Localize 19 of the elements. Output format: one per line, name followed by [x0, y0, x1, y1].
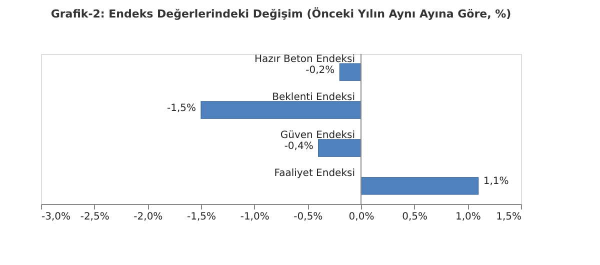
x-tick-label: -1,5%: [186, 212, 216, 222]
x-tick-label: -3,0%: [42, 212, 71, 222]
x-tick-label: 0,5%: [402, 212, 428, 222]
x-tick-label: -1,0%: [240, 212, 270, 222]
chart-title: Grafik-2: Endeks Değerlerindeki Değişim (Önceki Yılın Aynı Ayına Göre, %): [50, 6, 512, 20]
x-tick-label: 1,5%: [496, 212, 522, 222]
x-tick-label: 0,0%: [348, 212, 374, 222]
data-label: 1,1%: [483, 176, 509, 187]
data-label: -0,2%: [306, 65, 335, 76]
x-tick-label: -2,0%: [134, 212, 163, 222]
y-tick-label: Faaliyet Endeksi: [274, 168, 355, 179]
x-tick-label: -0,5%: [294, 212, 323, 222]
y-tick-label: Güven Endeksi: [280, 130, 355, 141]
x-tick-label: 1,0%: [455, 212, 481, 222]
y-tick-label: Hazır Beton Endeksi: [254, 54, 355, 66]
data-label: -0,4%: [284, 140, 314, 152]
y-tick-label: Beklenti Endeksi: [272, 92, 355, 104]
data-label: -1,5%: [166, 103, 196, 114]
x-tick-label: -2,5%: [80, 212, 110, 222]
